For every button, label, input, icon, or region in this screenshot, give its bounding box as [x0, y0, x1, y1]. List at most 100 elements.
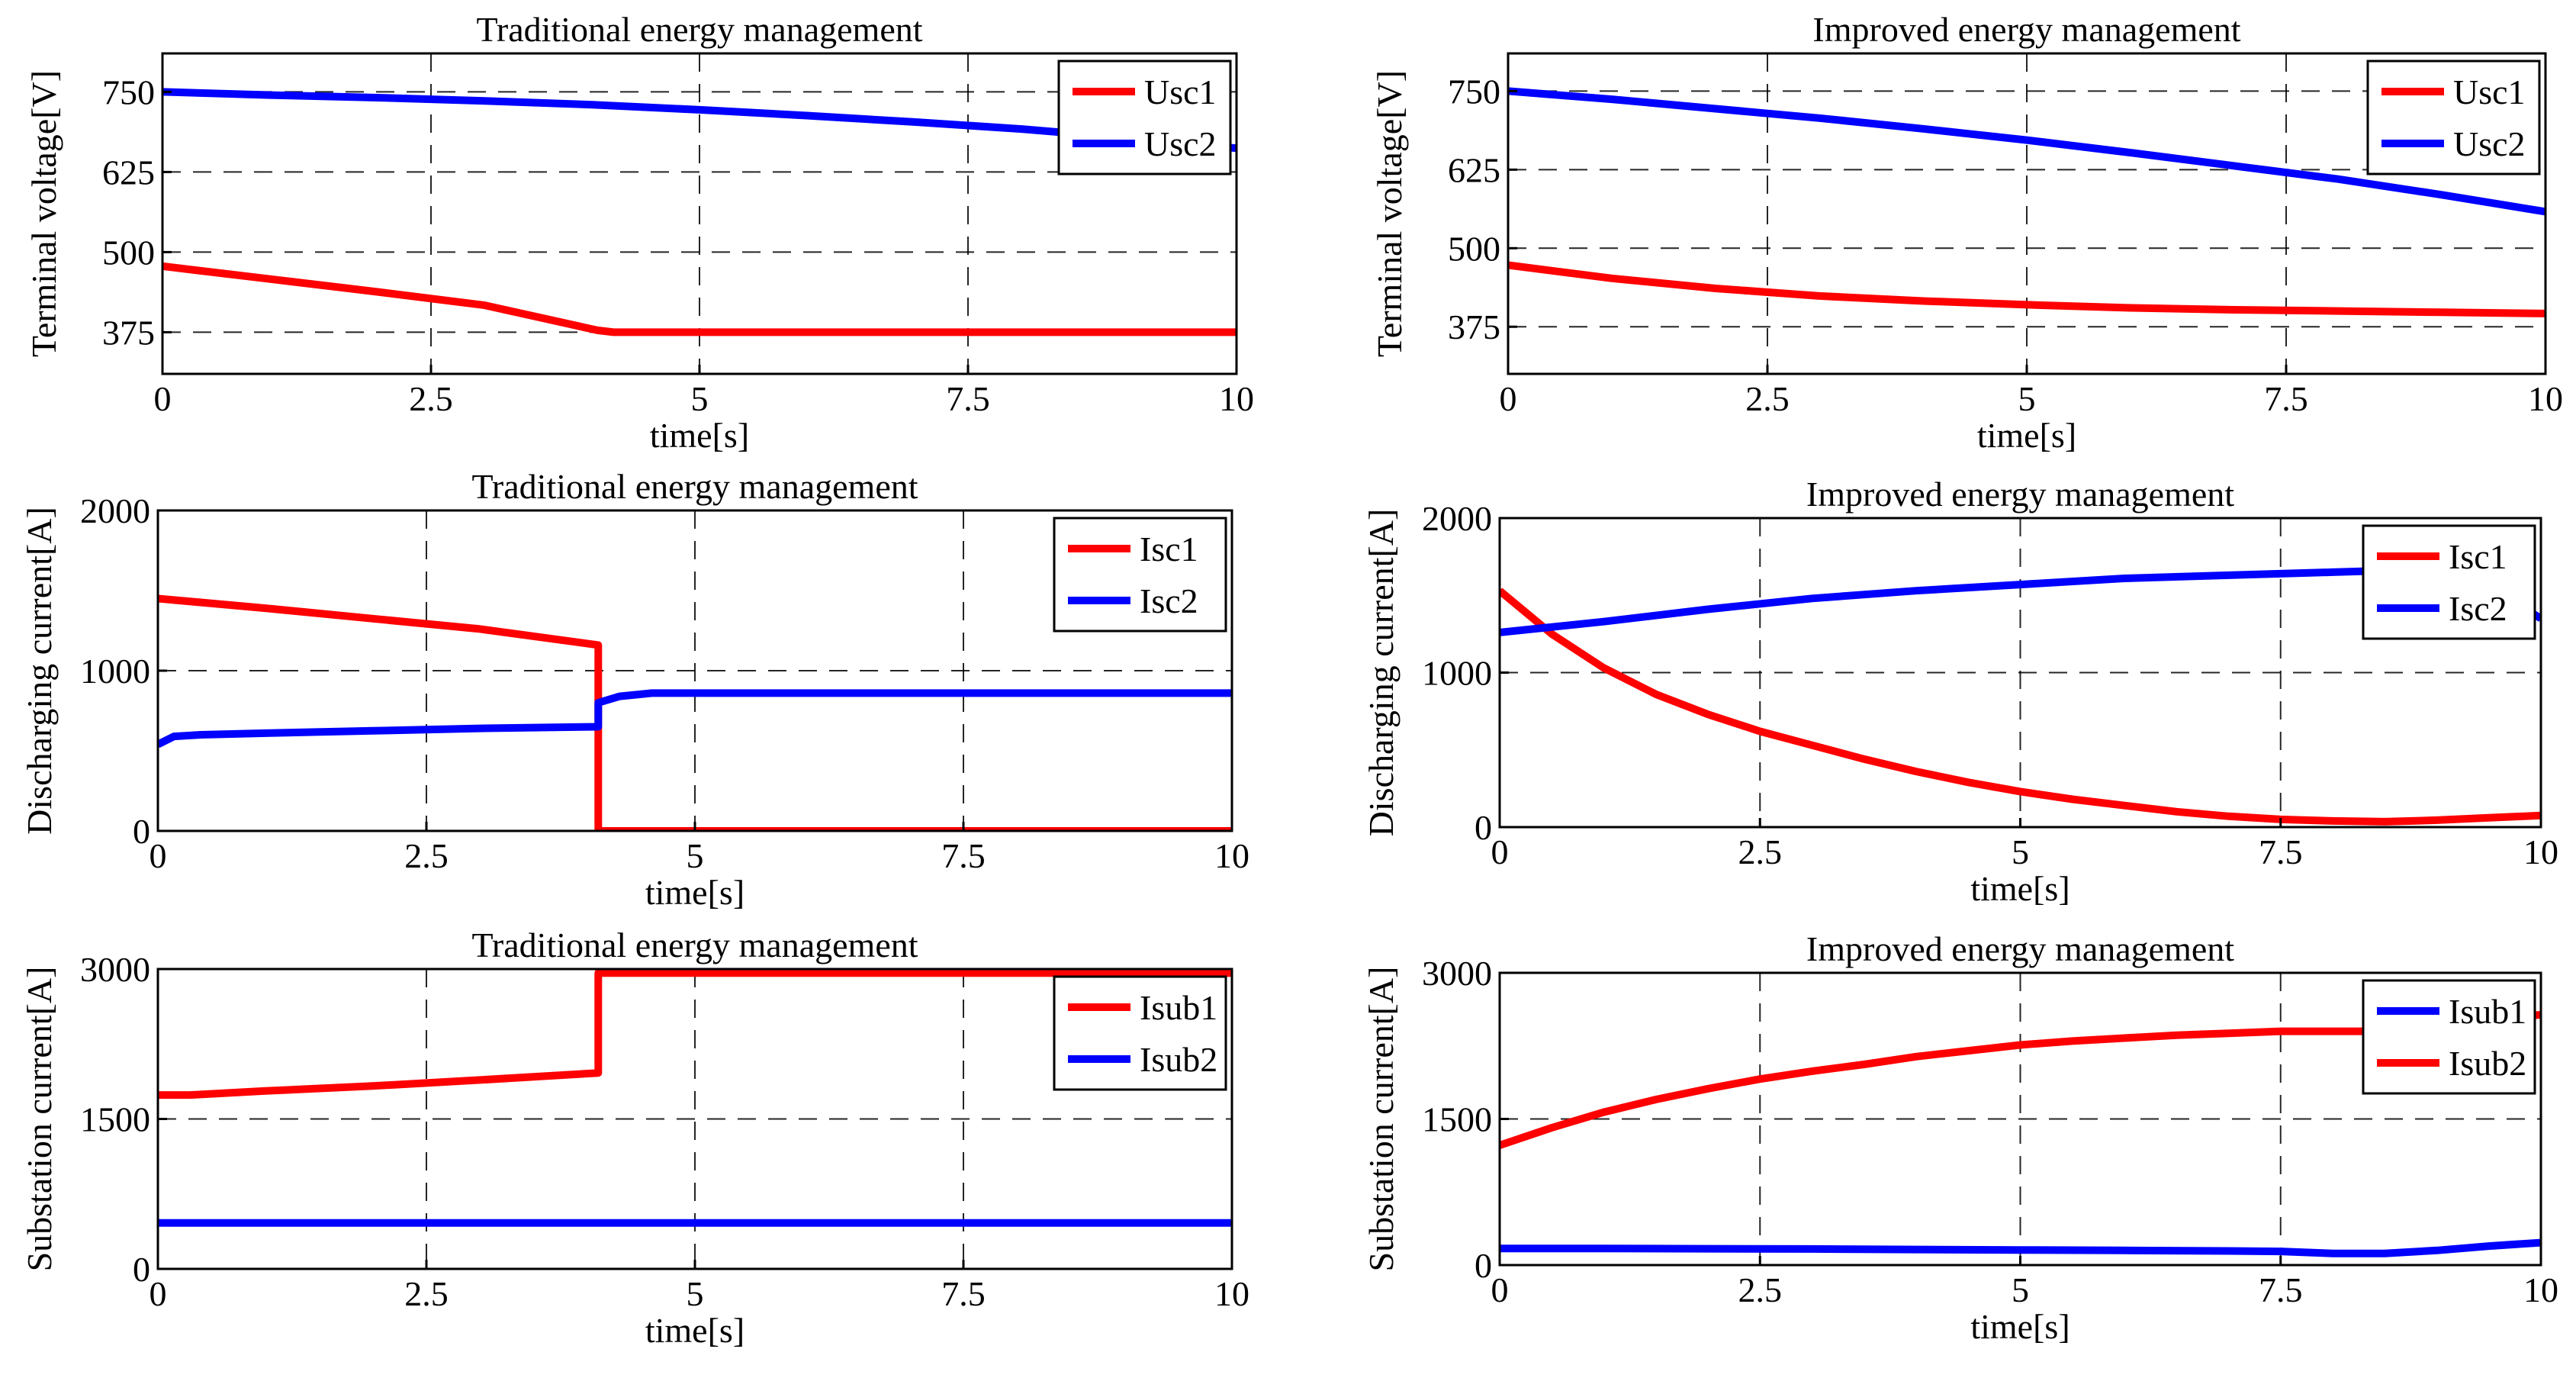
y-tick-label: 1500: [80, 1100, 150, 1139]
y-tick-label: 750: [102, 72, 155, 111]
legend-label: Usc1: [1144, 72, 1217, 111]
legend-box: [1053, 975, 1227, 1091]
y-tick-label: 750: [1448, 72, 1500, 111]
x-tick-label: 7.5: [2264, 379, 2308, 418]
legend-label: Isc2: [2449, 589, 2507, 628]
chart-title: Improved energy management: [1812, 10, 2240, 49]
x-tick-label: 2.5: [1745, 379, 1790, 418]
x-tick-label: 0: [1500, 379, 1517, 418]
legend-box: [1057, 60, 1232, 175]
y-tick-label: 0: [1475, 808, 1492, 847]
chart-ml: 0 2.5 5 7.5 10 0 1000 2000 Traditional energy ma…: [20, 467, 1249, 912]
legend: Isc1 Isc2: [2362, 524, 2536, 640]
legend-label: Isc2: [1140, 581, 1198, 620]
chart-bl: 0 2.5 5 7.5 10 0 1500 3000 Traditional energy ma…: [20, 926, 1249, 1350]
legend: Isc1 Isc2: [1053, 517, 1227, 633]
series-line-usc1: [162, 262, 1237, 336]
chart-tr: 0 2.5 5 7.5 10 375 500 625 750 Improved energy ma…: [1370, 10, 2563, 455]
legend-label: Isub2: [2449, 1044, 2526, 1083]
series-line-isc2: [158, 689, 1232, 749]
legend-label: Isub1: [1140, 988, 1217, 1027]
y-tick-label: 375: [1448, 307, 1500, 346]
y-axis-label: Discharging current[A]: [1362, 509, 1401, 837]
legend-label: Isub1: [2449, 992, 2526, 1031]
x-tick-label: 7.5: [941, 1274, 986, 1313]
x-tick-label: 5: [691, 379, 709, 418]
y-tick-label: 500: [102, 233, 155, 272]
x-tick-label: 10: [2528, 379, 2563, 418]
series-line-usc2: [162, 88, 1237, 153]
legend-label: Isc1: [2449, 537, 2507, 576]
x-tick-label: 5: [687, 1274, 704, 1313]
x-tick-label: 2.5: [404, 1274, 449, 1313]
legend-box: [1053, 517, 1227, 633]
legend: Isub1 Isub2: [1053, 975, 1227, 1091]
x-tick-label: 10: [2523, 1270, 2558, 1309]
y-tick-label: 3000: [1422, 954, 1492, 993]
legend-box: [2362, 979, 2536, 1095]
series-line-isub1: [158, 969, 1232, 1100]
legend: Usc1 Usc2: [2366, 60, 2541, 175]
y-axis-label: Substation current[A]: [1362, 967, 1401, 1272]
x-tick-label: 0: [154, 379, 172, 418]
x-tick-label: 10: [1219, 379, 1254, 418]
x-tick-label: 5: [2012, 832, 2029, 871]
y-tick-label: 625: [1448, 150, 1500, 189]
x-tick-label: 7.5: [2259, 832, 2303, 871]
chart-mr: 0 2.5 5 7.5 10 0 1000 2000 Improved energy manag…: [1362, 475, 2558, 908]
y-axis-label: Discharging current[A]: [20, 507, 59, 835]
y-tick-label: 375: [102, 313, 155, 352]
y-axis-label: Terminal voltage[V]: [24, 70, 63, 357]
x-tick-label: 7.5: [946, 379, 990, 418]
x-tick-label: 0: [150, 1274, 167, 1313]
y-tick-label: 3000: [80, 950, 150, 989]
x-tick-label: 7.5: [941, 836, 986, 875]
chart-br: 0 2.5 5 7.5 10 0 1500 3000 Improved energy manag…: [1362, 929, 2558, 1346]
x-tick-label: 10: [1214, 1274, 1249, 1313]
series-line-usc1: [1508, 261, 2545, 317]
x-axis-label: time[s]: [645, 873, 744, 912]
y-axis-label: Substation current[A]: [20, 967, 59, 1272]
legend-label: Usc1: [2453, 72, 2526, 111]
y-axis-label: Terminal voltage[V]: [1370, 70, 1409, 357]
series-line-usc2: [1508, 87, 2545, 216]
legend: Usc1 Usc2: [1057, 60, 1232, 175]
legend-box: [2366, 60, 2541, 175]
x-tick-label: 0: [1491, 832, 1509, 871]
chart-title: Improved energy management: [1806, 929, 2234, 968]
x-tick-label: 0: [1491, 1270, 1509, 1309]
series-line-isub1: [1500, 1238, 2541, 1257]
x-axis-label: time[s]: [1970, 1307, 2069, 1346]
x-tick-label: 7.5: [2259, 1270, 2303, 1309]
x-tick-label: 5: [2012, 1270, 2029, 1309]
x-tick-label: 10: [2523, 832, 2558, 871]
y-tick-label: 0: [1475, 1246, 1492, 1285]
legend-label: Usc2: [1144, 124, 1217, 163]
legend-label: Isub2: [1140, 1040, 1217, 1079]
x-tick-label: 2.5: [1738, 832, 1783, 871]
x-tick-label: 10: [1214, 836, 1249, 875]
x-tick-label: 5: [2018, 379, 2036, 418]
y-tick-label: 2000: [1422, 499, 1492, 538]
x-tick-label: 2.5: [409, 379, 453, 418]
legend-label: Usc2: [2453, 124, 2526, 163]
chart-title: Traditional energy management: [471, 926, 918, 964]
y-tick-label: 625: [102, 153, 155, 192]
y-tick-label: 1000: [1422, 654, 1492, 693]
chart-title: Traditional energy management: [471, 467, 918, 506]
chart-title: Traditional energy management: [476, 10, 922, 49]
x-tick-label: 0: [150, 836, 167, 875]
x-axis-label: time[s]: [645, 1311, 744, 1350]
series-line-isc1: [1500, 588, 2541, 826]
x-tick-label: 2.5: [1738, 1270, 1783, 1309]
x-tick-label: 5: [687, 836, 704, 875]
x-axis-label: time[s]: [1970, 869, 2069, 908]
x-axis-label: time[s]: [1977, 416, 2076, 455]
y-tick-label: 1000: [80, 652, 150, 691]
legend: Isub1 Isub2: [2362, 979, 2536, 1095]
y-tick-label: 0: [133, 812, 150, 851]
y-tick-label: 0: [133, 1250, 150, 1289]
chart-title: Improved energy management: [1806, 475, 2234, 514]
